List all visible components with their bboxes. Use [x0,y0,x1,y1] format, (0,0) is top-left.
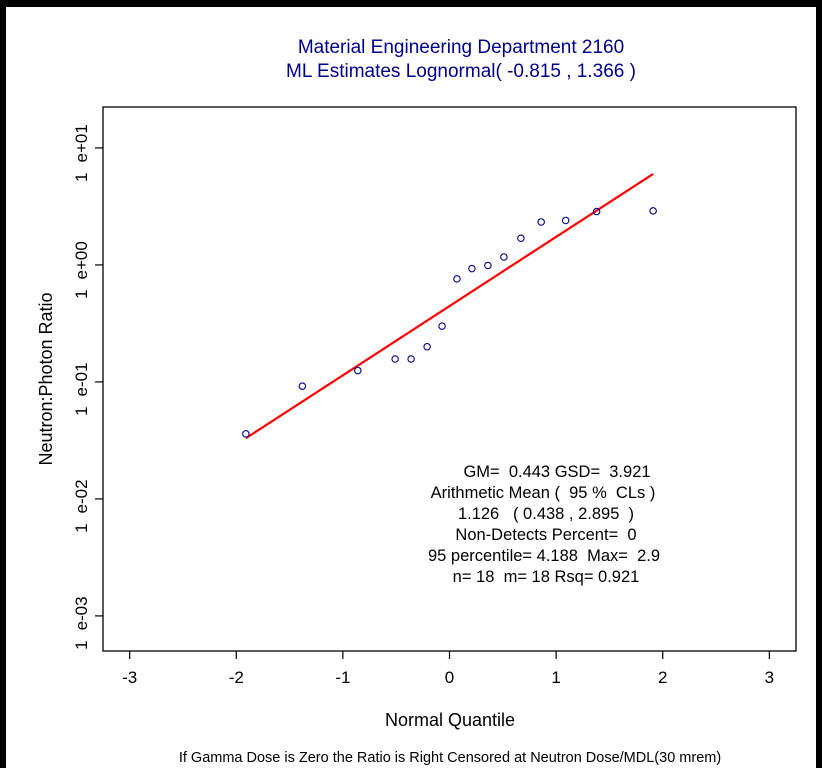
data-point [484,261,492,270]
chart-title: Material Engineering Department 2160 [298,37,624,58]
y-tick-label: 1e+00 [72,241,91,299]
data-point [592,207,601,216]
x-tick-label: 2 [658,668,667,687]
data-point [468,264,476,273]
probability-plot: Material Engineering Department 2160 ML … [36,37,797,766]
chart-caption: If Gamma Dose is Zero the Ratio is Right… [179,750,721,766]
y-tick-label: 1e-03 [72,596,91,650]
x-tick-label: 1 [551,668,560,687]
data-point [354,366,362,375]
data-point [298,382,307,390]
chart-subtitle: ML Estimates Lognormal( -0.815 , 1.366 ) [286,61,636,82]
plot-area-box [102,106,797,652]
x-axis: -3 -2 -1 0 1 2 3 [122,651,774,687]
data-point [407,355,415,363]
stats-line-mean-header: Arithmetic Mean ( 95 % CLs ) [431,484,656,502]
x-tick-label: 3 [765,668,774,687]
x-tick-label: -1 [335,668,350,687]
stats-line-counts-rsq: n= 18 m= 18 Rsq= 0.921 [453,568,640,586]
data-point [438,322,446,330]
data-point [561,216,570,225]
y-tick-label: 1e+01 [72,124,91,182]
summary-statistics: GM= 0.443 GSD= 3.921 Arithmetic Mean ( 9… [428,463,660,586]
stats-line-percentile-max: 95 percentile= 4.188 Max= 2.9 [428,547,660,565]
stats-line-gm-gsd: GM= 0.443 GSD= 3.921 [463,463,650,481]
y-axis: 1e-03 1e-02 1e-01 1e+00 1e+01 [72,124,103,650]
data-point [423,342,431,351]
data-point [453,275,461,283]
y-tick-label: 1e-01 [72,362,91,416]
data-point [242,430,250,438]
y-axis-title: Neutron:Photon Ratio [36,292,56,465]
stats-line-non-detects: Non-Detects Percent= 0 [455,526,636,544]
x-axis-title: Normal Quantile [385,710,515,730]
data-point [537,218,545,226]
y-tick-label: 1e-02 [72,479,91,533]
data-point [517,234,525,243]
data-point [649,207,657,215]
x-tick-label: 0 [445,668,454,687]
data-point [391,355,399,363]
stats-line-mean-values: 1.126 ( 0.438 , 2.895 ) [458,505,634,523]
data-points [242,207,657,438]
x-tick-label: -2 [229,668,244,687]
data-point [500,253,508,261]
fitted-lognormal-line [245,172,654,440]
x-tick-label: -3 [122,668,137,687]
